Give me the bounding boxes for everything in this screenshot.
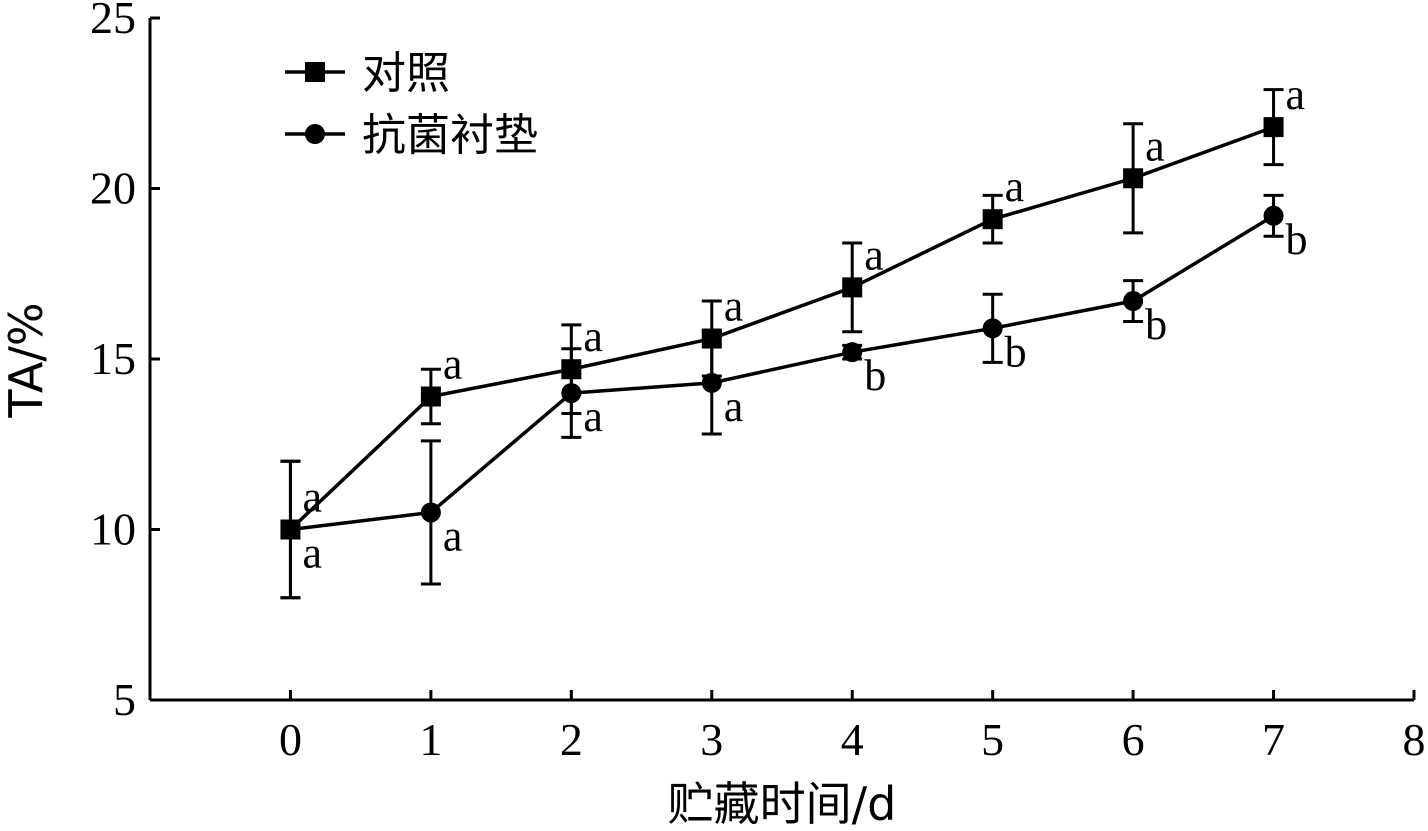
y-tick-label: 15: [90, 333, 136, 384]
y-tick-label: 5: [113, 674, 136, 725]
legend-square-marker: [305, 62, 325, 82]
circle-marker: [982, 318, 1003, 339]
circle-marker: [420, 502, 441, 523]
significance-label: b: [1286, 215, 1308, 264]
circle-marker: [561, 383, 582, 404]
x-axis-title: 贮藏时间/d: [668, 777, 897, 831]
significance-label: b: [1005, 327, 1027, 376]
axes: [148, 18, 1414, 702]
significance-label: a: [1005, 162, 1025, 211]
y-tick-label: 20: [90, 163, 136, 214]
significance-label: a: [302, 529, 322, 578]
legend-circle-marker: [305, 124, 325, 144]
x-tick-label: 8: [1403, 714, 1426, 765]
legend: 对照 抗菌衬垫: [285, 48, 538, 161]
ticks: 0 1 2 3 4 5 6 7 8 5 10 15 20 25: [90, 0, 1426, 765]
series-markers: [280, 117, 1284, 540]
series-line-0: [289, 125, 1275, 531]
significance-label: b: [1145, 300, 1167, 349]
square-marker: [982, 209, 1003, 230]
x-tick-label: 0: [279, 714, 302, 765]
x-tick-label: 2: [560, 714, 583, 765]
significance-label: a: [724, 282, 744, 331]
square-marker: [842, 277, 863, 298]
legend-label-antibacterial-pad: 抗菌衬垫: [362, 110, 538, 161]
legend-label-control: 对照: [362, 48, 450, 99]
legend-item-control: 对照: [285, 48, 450, 99]
significance-label: a: [443, 340, 463, 389]
x-tick-label: 7: [1262, 714, 1285, 765]
x-tick-label: 6: [1122, 714, 1145, 765]
y-axis-title: TA/%: [0, 302, 53, 418]
circle-marker: [280, 519, 301, 540]
y-tick-label: 25: [90, 0, 136, 43]
square-marker: [561, 359, 582, 380]
circle-marker: [701, 372, 722, 393]
significance-label: a: [724, 382, 744, 431]
square-marker: [701, 328, 722, 349]
x-tick-label: 1: [419, 714, 442, 765]
circle-marker: [842, 342, 863, 363]
significance-label: a: [1145, 121, 1165, 170]
y-tick-label: 10: [90, 504, 136, 555]
square-marker: [1123, 168, 1144, 189]
significance-label: a: [443, 511, 463, 560]
significance-label: b: [864, 351, 886, 400]
x-tick-label: 3: [700, 714, 723, 765]
square-marker: [1263, 117, 1284, 138]
series-lines: [289, 125, 1275, 532]
x-tick-label: 4: [841, 714, 864, 765]
significance-label: a: [583, 392, 603, 441]
significance-label: a: [864, 230, 884, 279]
significance-label: a: [302, 473, 322, 522]
significance-label: a: [1286, 70, 1306, 119]
square-marker: [420, 386, 441, 407]
circle-marker: [1123, 291, 1144, 312]
circle-marker: [1263, 205, 1284, 226]
significance-label: a: [583, 312, 603, 361]
x-tick-label: 5: [981, 714, 1004, 765]
legend-item-antibacterial-pad: 抗菌衬垫: [285, 110, 538, 161]
series-line-1: [290, 214, 1275, 532]
